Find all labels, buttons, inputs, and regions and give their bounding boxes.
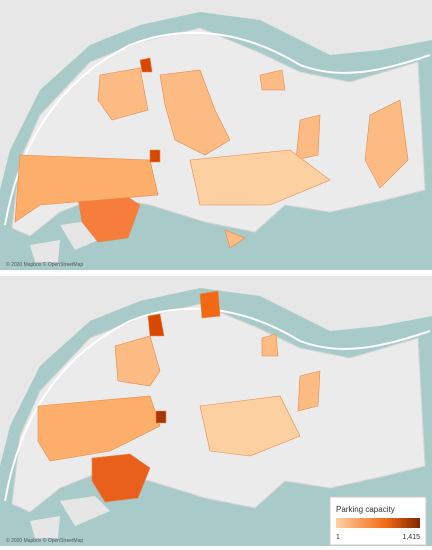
parcels [14, 57, 409, 249]
parcels [37, 290, 321, 503]
attribution: © 2020 Mapbox © OpenStreetMap [6, 537, 83, 544]
map-top: © 2020 Mapbox © OpenStreetMap [0, 0, 432, 271]
map-bottom: © 2020 Mapbox © OpenStreetMap [0, 275, 432, 547]
legend: Parking capacity 1 1,415 [329, 496, 427, 546]
legend-max: 1,415 [402, 534, 420, 541]
legend-min: 1 [336, 534, 340, 541]
attribution: © 2020 Mapbox © OpenStreetMap [6, 261, 83, 268]
legend-title: Parking capacity [336, 505, 395, 514]
legend-gradient [336, 518, 420, 528]
